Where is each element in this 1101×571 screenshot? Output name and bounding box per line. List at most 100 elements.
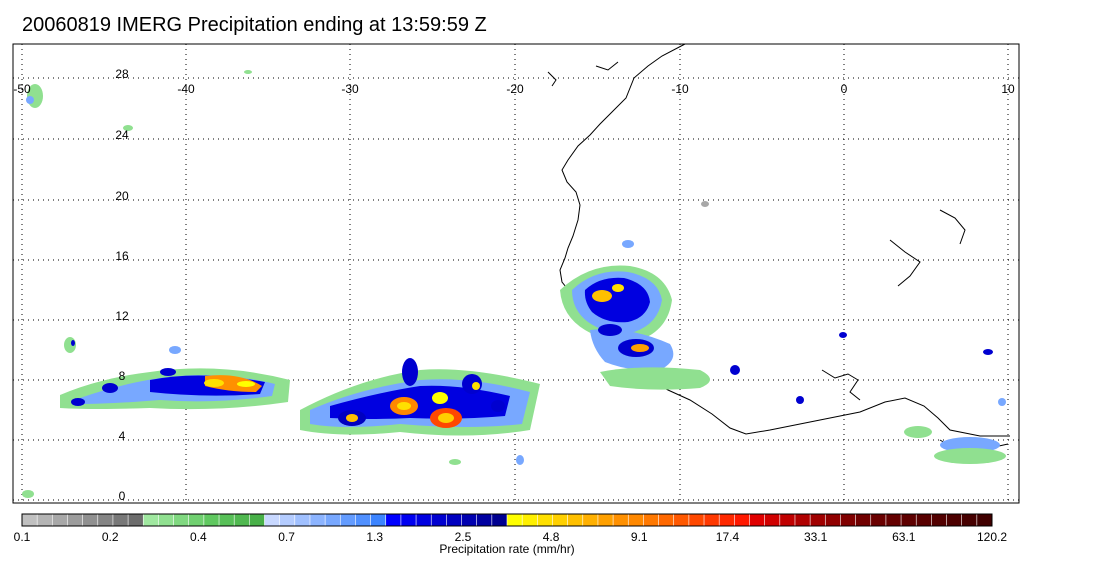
colorbar-tick-label: 0.1 [14,530,31,544]
colorbar-cell [946,513,963,527]
colorbar-cell [567,513,584,527]
latitude-labels: 28 24 20 16 12 8 4 0 [115,67,129,503]
colorbar-tick-label: 1.3 [366,530,383,544]
colorbar-cell [885,513,902,527]
lon-label: -10 [671,82,689,96]
colorbar-frame [21,513,993,527]
colorbar-cell [597,513,614,527]
colorbar-cell [612,513,629,527]
colorbar-tick-label: 0.2 [102,530,119,544]
lat-label: 0 [119,489,126,503]
colorbar-cell [173,513,190,527]
colorbar-cell [582,513,599,527]
lat-label: 24 [115,128,129,142]
colorbar-cell [21,513,38,527]
colorbar-cell [749,513,766,527]
colorbar-cell [627,513,645,527]
colorbar-cell [355,513,372,527]
colorbar-cell [521,513,539,527]
lat-label: 28 [115,67,129,81]
colorbar-cell [658,513,675,527]
colorbar-cell [673,513,690,527]
colorbar-cell [476,513,493,527]
lon-label: 0 [841,82,848,96]
colorbar-cell [370,513,387,527]
colorbar-cell [127,513,144,527]
colorbar-cell [824,513,842,527]
lon-label: -20 [506,82,524,96]
colorbar-cell [961,513,978,527]
colorbar-cell [97,513,114,527]
colorbar-tick-label: 63.1 [892,530,916,544]
colorbar-cell [294,513,311,527]
map-frame [12,43,1020,504]
colorbar-cell [203,513,220,527]
colorbar-cell [643,513,660,527]
map-title: 20060819 IMERG Precipitation ending at 1… [22,14,487,36]
colorbar-cell [764,513,781,527]
colorbar-tick-label: 2.5 [455,530,472,544]
colorbar-tick-label: 9.1 [631,530,648,544]
colorbar-tick-label: 0.4 [190,530,207,544]
lat-label: 12 [115,309,129,323]
colorbar [21,513,993,527]
colorbar-cell [82,513,99,527]
colorbar-cell [430,513,448,527]
colorbar-cell [718,513,736,527]
colorbar-cell [446,513,463,527]
colorbar-cell [142,513,160,527]
lat-label: 16 [115,249,129,263]
colorbar-cell [915,513,933,527]
colorbar-cell [688,513,705,527]
colorbar-cell [112,513,129,527]
lon-label: -50 [13,82,31,96]
colorbar-cell [279,513,296,527]
colorbar-cell [324,513,341,527]
colorbar-cell [188,513,205,527]
colorbar-cell [415,513,432,527]
lon-label: 10 [1001,82,1015,96]
colorbar-cell [67,513,84,527]
colorbar-cell [840,513,857,527]
colorbar-cell [233,513,251,527]
colorbar-tick-label: 120.2 [977,530,1007,544]
lat-label: 4 [119,429,126,443]
colorbar-tick-label: 0.7 [278,530,295,544]
colorbar-label: Precipitation rate (mm/hr) [439,542,574,556]
colorbar-cell [264,513,281,527]
colorbar-cell [552,513,569,527]
lon-label: -30 [341,82,359,96]
colorbar-cell [491,513,508,527]
lon-label: -40 [177,82,195,96]
colorbar-cell [537,513,554,527]
colorbar-cell [809,513,826,527]
colorbar-tick-label: 4.8 [543,530,560,544]
colorbar-tick-label: 17.4 [716,530,740,544]
colorbar-cell [52,513,69,527]
lat-label: 8 [119,369,126,383]
colorbar-tick-label: 33.1 [804,530,828,544]
colorbar-cell [249,513,266,527]
lat-label: 20 [115,189,129,203]
colorbar-cell [400,513,417,527]
colorbar-cell [855,513,872,527]
colorbar-cell [506,513,523,527]
colorbar-cell [339,513,357,527]
colorbar-cell [158,513,175,527]
colorbar-cell [385,513,402,527]
precipitation-features [22,70,1006,498]
colorbar-tick-labels: 0.1 0.2 0.4 0.7 1.3 2.5 4.8 9.1 17.4 33.1 63.1 120.… [14,530,1008,544]
colorbar-cell [218,513,235,527]
colorbar-cell [900,513,917,527]
colorbar-cell [734,513,751,527]
colorbar-cell [870,513,887,527]
colorbar-cell [794,513,811,527]
colorbar-cell [461,513,478,527]
colorbar-cell [703,513,720,527]
colorbar-cell [931,513,948,527]
colorbar-cell [976,513,993,527]
colorbar-cell [779,513,796,527]
longitude-labels: -50 -40 -30 -20 -10 0 10 [13,82,1015,96]
colorbar-cell [36,513,54,527]
